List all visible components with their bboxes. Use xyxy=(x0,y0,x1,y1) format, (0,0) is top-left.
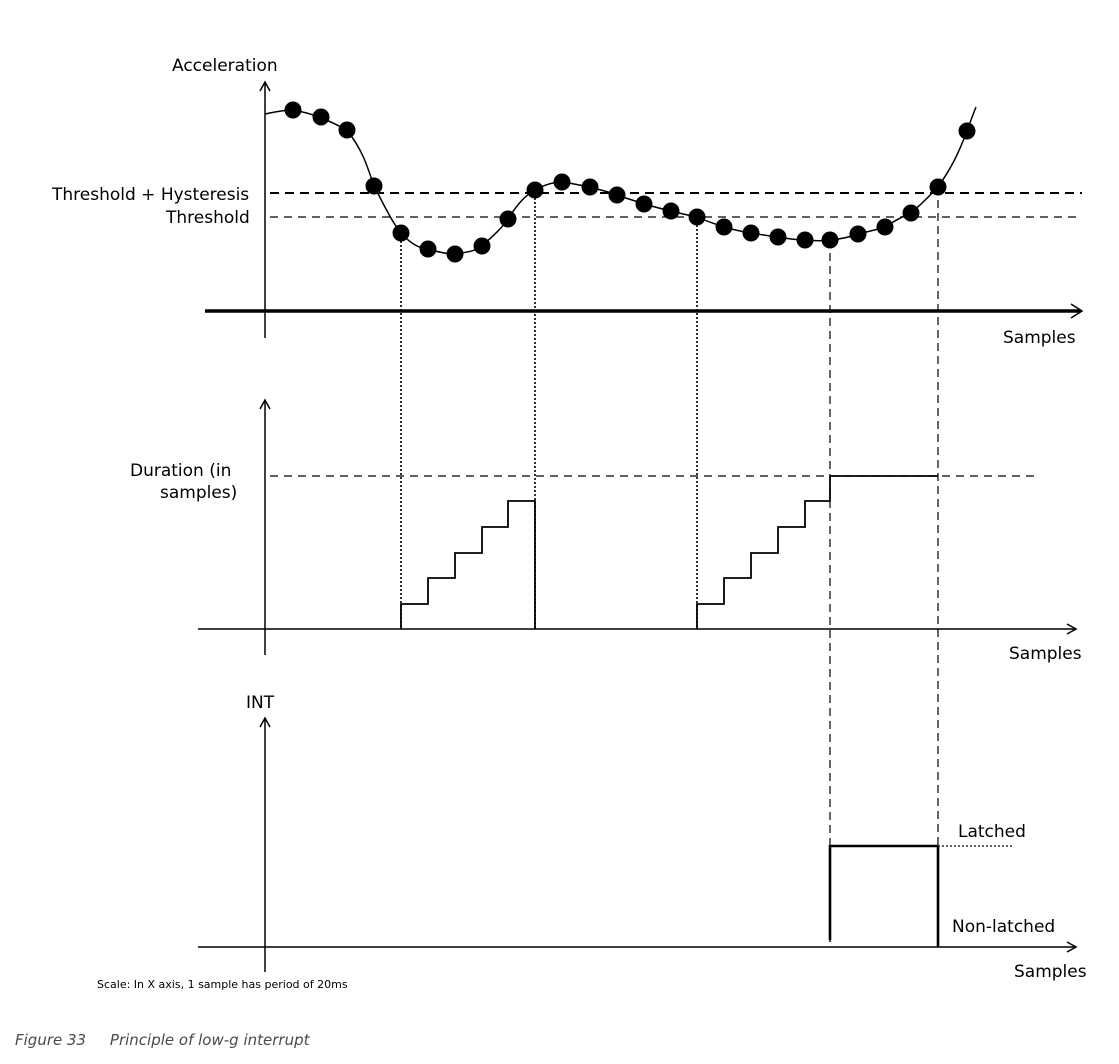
projection-lines xyxy=(400,187,939,846)
threshold-hysteresis-label: Threshold + Hysteresis xyxy=(51,185,249,205)
sample-point xyxy=(581,178,599,196)
figure-number: Figure 33 xyxy=(15,1031,87,1049)
sample-point xyxy=(958,122,976,140)
threshold-label: Threshold xyxy=(165,208,250,228)
sample-point xyxy=(338,121,356,139)
latched-signal xyxy=(828,844,938,940)
sample-point xyxy=(876,218,894,236)
int-panel: INT Latched Non-latched Samples Scale: I… xyxy=(97,693,1087,991)
samples-label-3: Samples xyxy=(1014,962,1087,982)
duration-panel: Duration (in samples) Samples xyxy=(130,398,1082,664)
acceleration-x-axis-arrow xyxy=(1070,303,1084,319)
samples-label-1: Samples xyxy=(1003,328,1076,348)
sample-point xyxy=(312,108,330,126)
sample-point xyxy=(849,225,867,243)
sample-points xyxy=(284,101,976,263)
sample-point xyxy=(715,218,733,236)
sample-point xyxy=(553,173,571,191)
sample-point xyxy=(662,202,680,220)
sample-point xyxy=(446,245,464,263)
acceleration-axis-label: Acceleration xyxy=(172,56,278,76)
latched-label: Latched xyxy=(958,822,1026,842)
non-latched-label: Non-latched xyxy=(952,917,1055,937)
samples-label-2: Samples xyxy=(1009,644,1082,664)
int-axis-label: INT xyxy=(246,693,275,713)
figure-title: Principle of low-g interrupt xyxy=(109,1031,310,1049)
figure-caption: Figure 33 Principle of low-g interrupt xyxy=(15,1031,309,1049)
sample-point xyxy=(608,186,626,204)
duration-label-line2: samples) xyxy=(160,483,237,503)
acceleration-panel: Acceleration Threshold + Hysteresis Thre… xyxy=(51,56,1084,348)
duration-staircase-1 xyxy=(400,500,536,629)
sample-point xyxy=(902,204,920,222)
sample-point xyxy=(284,101,302,119)
sample-point xyxy=(419,240,437,258)
duration-label-line1: Duration (in xyxy=(130,461,231,481)
sample-point xyxy=(365,177,383,195)
sample-point xyxy=(635,195,653,213)
duration-staircase-2 xyxy=(696,475,938,629)
sample-point xyxy=(742,224,760,242)
scale-note: Scale: In X axis, 1 sample has period of… xyxy=(97,978,348,991)
sample-point xyxy=(796,231,814,249)
sample-point xyxy=(499,210,517,228)
sample-point xyxy=(473,237,491,255)
sample-point xyxy=(769,228,787,246)
